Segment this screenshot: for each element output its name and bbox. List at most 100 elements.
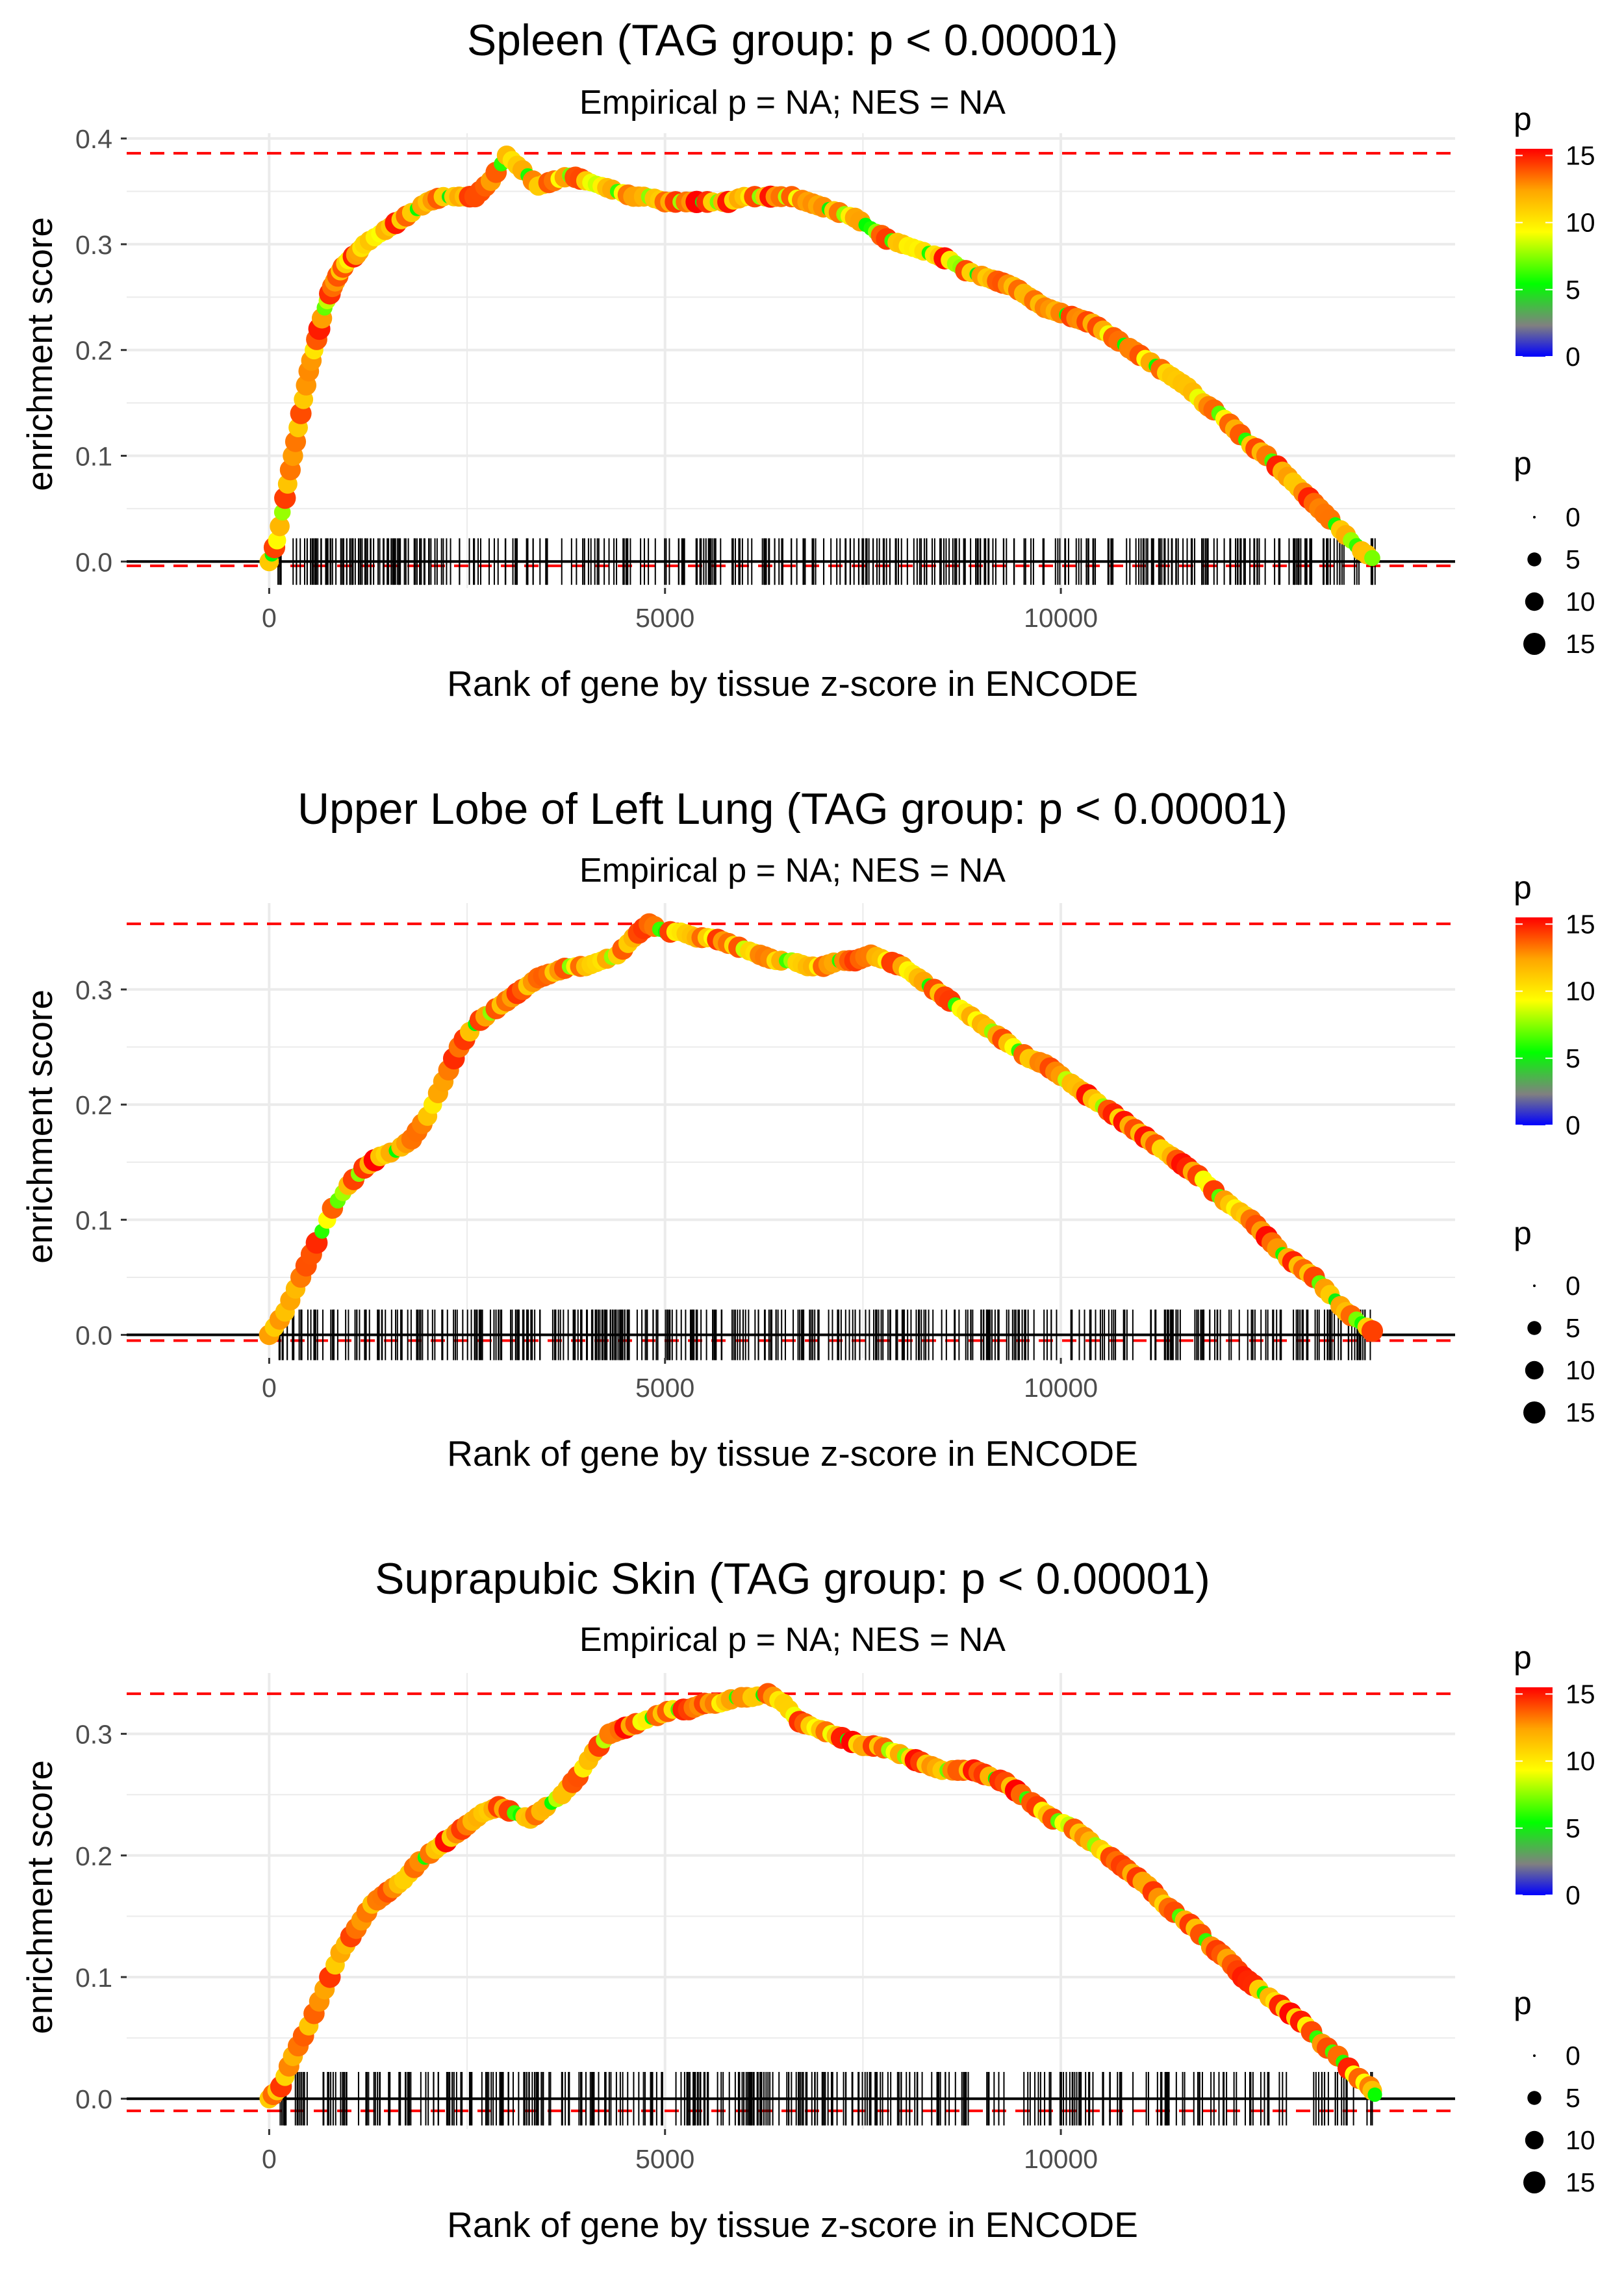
x-tick-label: 10000 (1024, 2144, 1098, 2174)
size-legend-label: 15 (1566, 2167, 1595, 2197)
size-legend: p 0 5 10 15 (1514, 1985, 1595, 2197)
y-tick-label: 0.0 (75, 1321, 112, 1351)
size-legend-label: 5 (1566, 544, 1580, 574)
colorbar-ticks: 15 10 5 0 (1516, 1679, 1595, 1910)
size-legend-keys: 0 5 10 15 (1523, 1271, 1595, 1427)
es-points (259, 1683, 1382, 2109)
colorbar-tick-label: 5 (1566, 275, 1580, 305)
chart-subtitle: Empirical p = NA; NES = NA (579, 852, 1006, 889)
y-axis-label: enrichment score (19, 217, 60, 491)
colorbar-tick-label: 10 (1566, 208, 1595, 238)
size-legend-dot (1523, 1401, 1545, 1424)
size-legend-dot (1527, 1321, 1542, 1335)
x-tick-label: 5000 (635, 2144, 694, 2174)
size-legend-dot (1525, 592, 1544, 611)
color-legend: p 15 10 5 0 (1514, 869, 1595, 1140)
size-legend-dot (1533, 2054, 1536, 2057)
es-point (1367, 2087, 1382, 2102)
colorbar-tick-label: 5 (1566, 1043, 1580, 1073)
chart-subtitle: Empirical p = NA; NES = NA (579, 1621, 1006, 1659)
y-tick-label: 0.2 (75, 336, 112, 366)
es-point (270, 516, 290, 537)
panel-2: Upper Lobe of Left Lung (TAG group: p < … (19, 784, 1595, 1474)
size-legend-dot (1533, 1284, 1536, 1287)
y-tick-label: 0.2 (75, 1841, 112, 1871)
plot-area (127, 903, 1455, 1361)
y-tick-label: 0.0 (75, 547, 112, 577)
color-legend: p 15 10 5 0 (1514, 101, 1595, 372)
colorbar-tick-label: 15 (1566, 1679, 1595, 1709)
es-points (259, 145, 1380, 572)
plot-area (127, 133, 1455, 588)
color-legend-title: p (1514, 1639, 1532, 1676)
color-legend-title: p (1514, 101, 1532, 137)
size-legend-dot (1523, 2171, 1545, 2193)
size-legend-label: 5 (1566, 2083, 1580, 2113)
colorbar-ticks: 15 10 5 0 (1516, 140, 1595, 372)
chart-title: Upper Lobe of Left Lung (TAG group: p < … (298, 784, 1288, 834)
size-legend-label: 10 (1566, 2125, 1595, 2155)
x-tick-label: 5000 (635, 1373, 694, 1403)
colorbar-tick-label: 15 (1566, 909, 1595, 939)
x-tick-label: 10000 (1024, 603, 1098, 633)
size-legend-title: p (1514, 445, 1532, 481)
size-legend-dot (1523, 633, 1545, 655)
size-legend-keys: 0 5 10 15 (1523, 2041, 1595, 2197)
size-legend-label: 15 (1566, 1398, 1595, 1427)
size-legend-dot (1527, 2091, 1542, 2105)
colorbar-ticks: 15 10 5 0 (1516, 909, 1595, 1140)
es-point (1361, 1320, 1384, 1342)
y-axis-label: enrichment score (19, 1760, 60, 2034)
y-tick-label: 0.1 (75, 1205, 112, 1235)
size-legend-dot (1525, 1361, 1544, 1380)
y-tick-label: 0.3 (75, 1720, 112, 1750)
colorbar (1516, 149, 1553, 357)
y-tick-label: 0.0 (75, 2084, 112, 2114)
size-legend-label: 0 (1566, 502, 1580, 532)
es-point (1364, 550, 1380, 567)
x-tick-label: 0 (262, 1373, 277, 1403)
size-legend-dot (1525, 2130, 1544, 2150)
colorbar-tick-label: 10 (1566, 1746, 1595, 1776)
chart-title: Suprapubic Skin (TAG group: p < 0.00001) (375, 1554, 1210, 1603)
y-tick-label: 0.3 (75, 230, 112, 260)
x-tick-label: 0 (262, 2144, 277, 2174)
x-axis-label: Rank of gene by tissue z-score in ENCODE (447, 2204, 1138, 2245)
colorbar-tick-label: 0 (1566, 1880, 1580, 1910)
plot-area (127, 1673, 1455, 2129)
colorbar-tick-label: 5 (1566, 1813, 1580, 1843)
color-legend: p 15 10 5 0 (1514, 1639, 1595, 1910)
es-points (259, 913, 1384, 1346)
size-legend-dot (1533, 516, 1536, 518)
colorbar-tick-label: 0 (1566, 1110, 1580, 1140)
colorbar-tick-label: 15 (1566, 140, 1595, 170)
size-legend: p 0 5 10 15 (1514, 445, 1595, 659)
x-tick-label: 0 (262, 603, 277, 633)
y-tick-label: 0.3 (75, 975, 112, 1005)
size-legend-keys: 0 5 10 15 (1523, 502, 1595, 659)
y-tick-label: 0.4 (75, 124, 112, 154)
y-tick-label: 0.2 (75, 1090, 112, 1120)
x-axis-label: Rank of gene by tissue z-score in ENCODE (447, 1433, 1138, 1474)
size-legend-dot (1527, 552, 1542, 567)
colorbar (1516, 917, 1553, 1125)
size-legend-label: 10 (1566, 587, 1595, 617)
chart-subtitle: Empirical p = NA; NES = NA (579, 84, 1006, 121)
size-legend-label: 0 (1566, 2041, 1580, 2071)
y-tick-label: 0.1 (75, 1963, 112, 1993)
size-legend-label: 0 (1566, 1271, 1580, 1301)
size-legend-title: p (1514, 1985, 1532, 2021)
chart-title: Spleen (TAG group: p < 0.00001) (467, 16, 1118, 65)
y-axis-label: enrichment score (19, 990, 60, 1264)
colorbar (1516, 1687, 1553, 1895)
x-tick-label: 10000 (1024, 1373, 1098, 1403)
size-legend-label: 10 (1566, 1355, 1595, 1385)
color-legend-title: p (1514, 869, 1532, 906)
size-legend-label: 15 (1566, 629, 1595, 659)
y-tick-label: 0.1 (75, 442, 112, 472)
size-legend-title: p (1514, 1215, 1532, 1251)
size-legend: p 0 5 10 15 (1514, 1215, 1595, 1427)
panel-3: Suprapubic Skin (TAG group: p < 0.00001)… (19, 1554, 1595, 2245)
panel-1: Spleen (TAG group: p < 0.00001) Empirica… (19, 16, 1595, 704)
